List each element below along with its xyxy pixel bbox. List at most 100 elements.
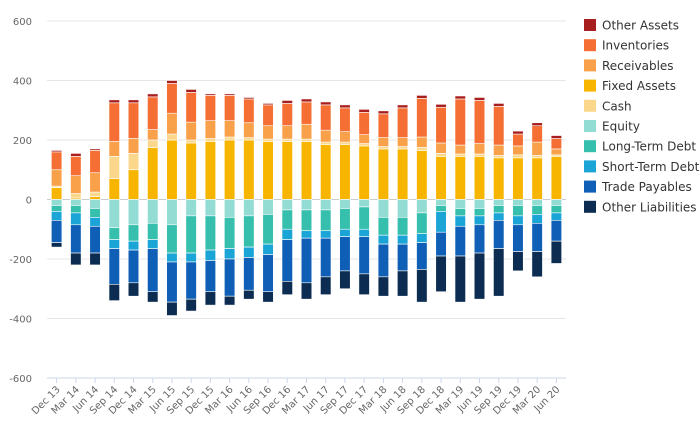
bar-inventories[interactable] [493, 106, 505, 146]
bar-long-term-debt[interactable] [224, 217, 236, 249]
bar-inventories[interactable] [108, 102, 120, 142]
bar-long-term-debt[interactable] [358, 206, 370, 230]
bar-receivables[interactable] [300, 123, 313, 140]
bar-cash[interactable] [377, 146, 389, 150]
bar-equity[interactable] [397, 199, 409, 218]
bar-long-term-debt[interactable] [108, 227, 120, 240]
bar-other-assets[interactable] [166, 80, 178, 84]
legend-item-long-term-debt[interactable]: Long-Term Debt [584, 140, 696, 154]
bar-other-assets[interactable] [473, 97, 486, 101]
bar-inventories[interactable] [70, 156, 82, 177]
bar-other-liabilities[interactable] [51, 242, 63, 248]
bar-other-liabilities[interactable] [281, 281, 293, 295]
bar-cash[interactable] [397, 146, 409, 150]
bar-fixed-assets[interactable] [147, 147, 159, 200]
bar-trade-payables[interactable] [166, 261, 178, 303]
bar-receivables[interactable] [320, 129, 332, 143]
bar-cash[interactable] [147, 139, 159, 148]
bar-fixed-assets[interactable] [127, 169, 140, 200]
bar-receivables[interactable] [339, 131, 351, 143]
bar-receivables[interactable] [473, 143, 486, 155]
bar-fixed-assets[interactable] [397, 148, 409, 200]
bar-trade-payables[interactable] [320, 237, 332, 278]
bar-equity[interactable] [358, 199, 370, 208]
bar-fixed-assets[interactable] [416, 150, 428, 200]
bar-inventories[interactable] [320, 104, 332, 131]
bar-cash[interactable] [300, 138, 313, 142]
bar-cash[interactable] [473, 153, 486, 157]
bar-trade-payables[interactable] [493, 220, 505, 249]
bar-other-assets[interactable] [224, 93, 236, 96]
bar-long-term-debt[interactable] [262, 214, 274, 245]
bar-fixed-assets[interactable] [339, 144, 351, 200]
bar-other-assets[interactable] [339, 104, 351, 109]
bar-cash[interactable] [281, 138, 293, 142]
bar-trade-payables[interactable] [127, 249, 140, 284]
bar-other-assets[interactable] [358, 109, 370, 113]
bar-other-liabilities[interactable] [89, 252, 101, 266]
bar-equity[interactable] [243, 199, 255, 217]
bar-long-term-debt[interactable] [550, 205, 562, 214]
bar-long-term-debt[interactable] [147, 223, 159, 240]
bar-fixed-assets[interactable] [531, 157, 543, 200]
bar-cash[interactable] [108, 156, 120, 179]
bar-inventories[interactable] [358, 112, 370, 135]
bar-cash[interactable] [358, 143, 370, 147]
bar-receivables[interactable] [454, 144, 466, 155]
bar-short-term-debt[interactable] [89, 217, 101, 227]
bar-cash[interactable] [243, 137, 255, 141]
bar-receivables[interactable] [416, 136, 428, 148]
bar-cash[interactable] [435, 153, 447, 157]
bar-other-liabilities[interactable] [358, 273, 370, 296]
bar-other-assets[interactable] [89, 148, 101, 151]
bar-cash[interactable] [262, 138, 274, 142]
bar-trade-payables[interactable] [454, 225, 466, 257]
bar-equity[interactable] [320, 199, 332, 211]
legend-item-cash[interactable]: Cash [584, 99, 632, 113]
bar-equity[interactable] [339, 199, 351, 209]
bar-short-term-debt[interactable] [550, 212, 562, 221]
bar-receivables[interactable] [70, 175, 82, 194]
bar-fixed-assets[interactable] [473, 156, 486, 200]
bar-receivables[interactable] [204, 120, 216, 139]
legend-item-equity[interactable]: Equity [584, 120, 640, 134]
legend-item-inventories[interactable]: Inventories [584, 39, 669, 53]
bar-other-assets[interactable] [531, 122, 543, 127]
bar-inventories[interactable] [281, 103, 293, 127]
bar-cash[interactable] [320, 141, 332, 145]
bar-trade-payables[interactable] [512, 224, 524, 252]
legend-item-other-liabilities[interactable]: Other Liabilities [584, 200, 697, 214]
bar-fixed-assets[interactable] [435, 156, 447, 200]
bar-cash[interactable] [531, 155, 543, 159]
bar-other-liabilities[interactable] [108, 283, 120, 301]
bar-equity[interactable] [108, 199, 120, 229]
bar-inventories[interactable] [243, 98, 255, 124]
bar-fixed-assets[interactable] [512, 157, 524, 200]
bar-trade-payables[interactable] [70, 224, 82, 254]
bar-other-assets[interactable] [300, 98, 313, 103]
bar-trade-payables[interactable] [108, 248, 120, 285]
bar-short-term-debt[interactable] [473, 215, 486, 226]
bar-short-term-debt[interactable] [377, 234, 389, 245]
bar-fixed-assets[interactable] [493, 157, 505, 200]
bar-short-term-debt[interactable] [108, 239, 120, 249]
bar-other-liabilities[interactable] [493, 248, 505, 297]
bar-short-term-debt[interactable] [243, 246, 255, 258]
bar-other-liabilities[interactable] [185, 298, 197, 312]
bar-equity[interactable] [531, 199, 543, 206]
bar-cash[interactable] [185, 139, 197, 144]
bar-long-term-debt[interactable] [339, 208, 351, 230]
bar-inventories[interactable] [51, 151, 63, 171]
bar-inventories[interactable] [127, 102, 140, 139]
bar-equity[interactable] [454, 199, 466, 209]
bar-short-term-debt[interactable] [51, 211, 63, 221]
bar-long-term-debt[interactable] [281, 209, 293, 230]
bar-long-term-debt[interactable] [435, 205, 447, 212]
bar-receivables[interactable] [512, 145, 524, 156]
bar-other-liabilities[interactable] [550, 240, 562, 264]
bar-receivables[interactable] [435, 142, 447, 154]
bar-other-assets[interactable] [550, 135, 562, 139]
bar-inventories[interactable] [435, 106, 447, 144]
bar-long-term-debt[interactable] [300, 209, 313, 232]
bar-other-liabilities[interactable] [127, 282, 140, 297]
